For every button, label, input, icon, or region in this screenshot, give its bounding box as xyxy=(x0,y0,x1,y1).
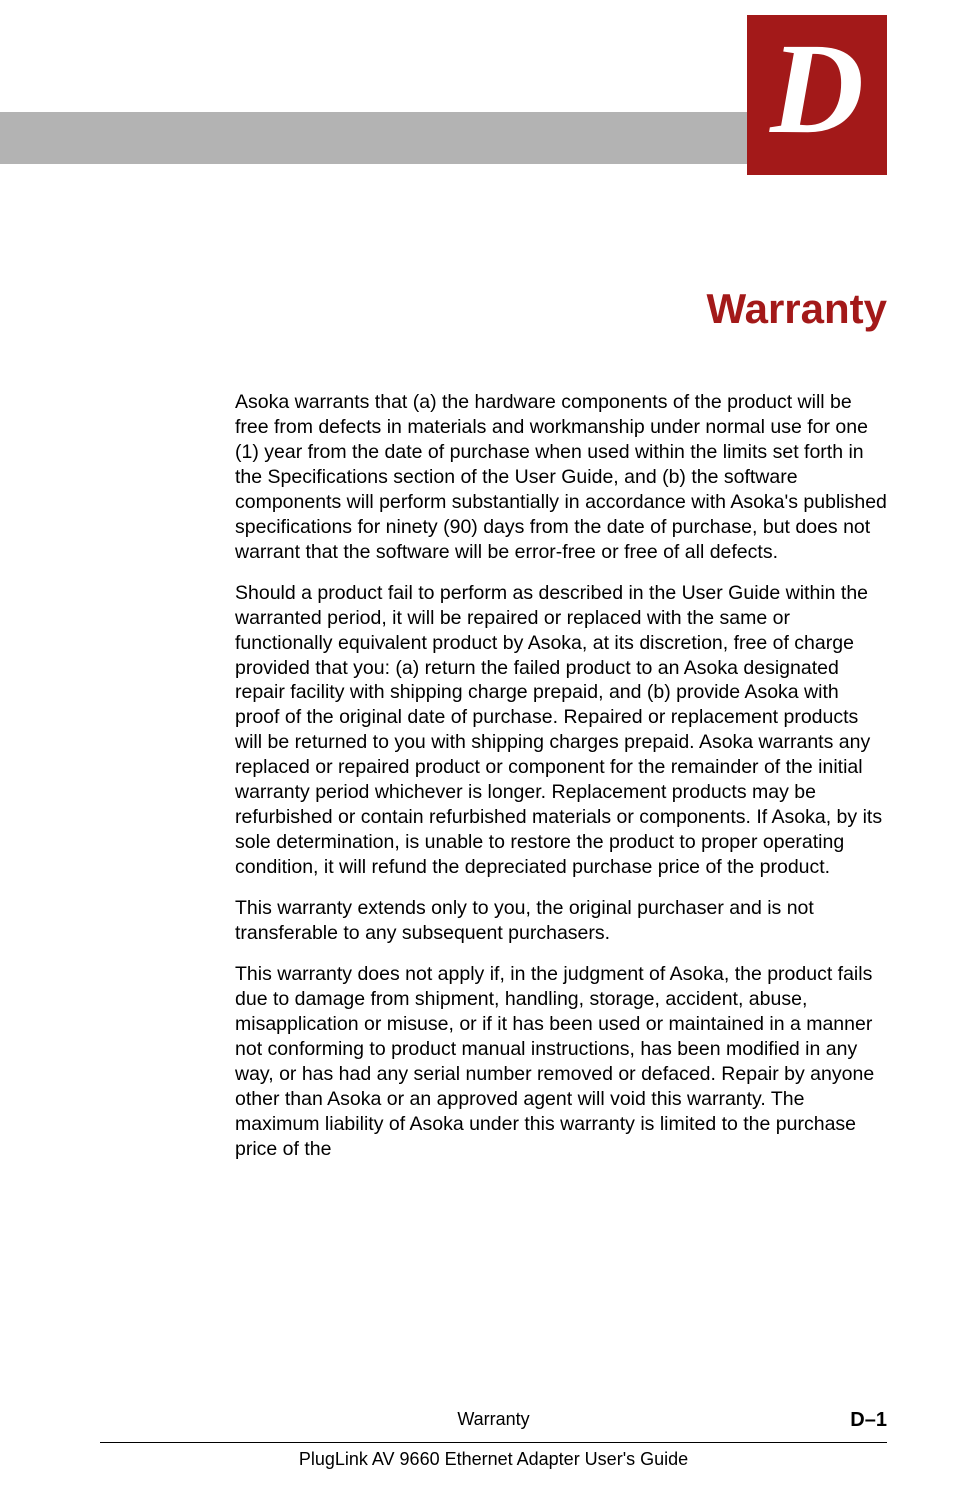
footer-section-name: Warranty xyxy=(457,1409,529,1430)
footer-page-number: D–1 xyxy=(850,1409,887,1432)
paragraph-4: This warranty does not apply if, in the … xyxy=(235,962,887,1162)
footer-top-row: Warranty D–1 xyxy=(100,1409,887,1437)
page-footer: Warranty D–1 PlugLink AV 9660 Ethernet A… xyxy=(100,1409,887,1470)
paragraph-3: This warranty extends only to you, the o… xyxy=(235,896,887,946)
footer-guide-title: PlugLink AV 9660 Ethernet Adapter User's… xyxy=(100,1449,887,1470)
body-content: Asoka warrants that (a) the hardware com… xyxy=(235,390,887,1178)
paragraph-1: Asoka warrants that (a) the hardware com… xyxy=(235,390,887,565)
page-title: Warranty xyxy=(707,285,888,333)
appendix-badge: D xyxy=(747,15,887,175)
footer-rule xyxy=(100,1442,887,1443)
appendix-letter: D xyxy=(770,24,864,154)
header-gray-bar xyxy=(0,112,750,164)
paragraph-2: Should a product fail to perform as desc… xyxy=(235,581,887,880)
